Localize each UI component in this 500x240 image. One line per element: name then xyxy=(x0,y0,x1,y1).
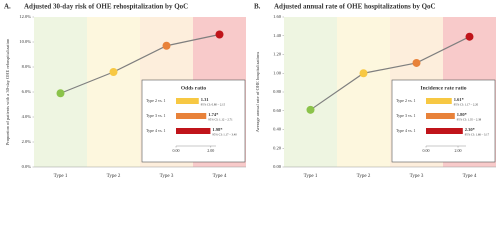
y-tick-label: 1.40 xyxy=(273,33,282,38)
y-tick-label: 0.80 xyxy=(273,89,282,94)
inset-ci-label: 95% CI: 1.35 – 2.38 xyxy=(457,118,482,122)
x-tick-label: Type 2 xyxy=(107,174,121,179)
x-tick-label: Type 3 xyxy=(160,174,174,179)
inset-ci-label: 95% CI: 1.66 – 3.17 xyxy=(465,133,490,137)
inset-value-label: 1.80* xyxy=(457,112,468,117)
x-tick-label: Type 4 xyxy=(463,174,477,179)
inset-title: Odds ratio xyxy=(181,85,206,91)
inset-tick-label: 0.00 xyxy=(173,148,180,153)
point xyxy=(412,58,421,67)
line xyxy=(310,36,470,111)
inset-value-label: 1.61* xyxy=(454,97,465,102)
y-tick-label: 10.0% xyxy=(19,39,31,44)
y-tick-label: 0.0% xyxy=(22,164,32,169)
point xyxy=(465,32,474,41)
inset-ci-label: 95% CI: 1.17 – 2.20 xyxy=(454,103,479,107)
inset-ci-label: 95% CI: 1.12 – 2.71 xyxy=(208,118,233,122)
inset-bar xyxy=(426,113,455,119)
x-tick-label: Type 4 xyxy=(213,174,227,179)
y-tick-label: 12.0% xyxy=(19,14,31,19)
y-axis-label: Proportion of patients with a 30-day OHE… xyxy=(5,38,10,145)
y-tick-label: 1.20 xyxy=(273,52,282,57)
x-tick-label: Type 2 xyxy=(357,174,371,179)
inset-category: Type 3 vs. 1 xyxy=(396,113,416,118)
category-band xyxy=(337,17,390,167)
inset-box xyxy=(391,79,496,163)
y-tick-label: 4.0% xyxy=(22,114,32,119)
point xyxy=(109,68,118,76)
inset-category: Type 3 vs. 1 xyxy=(146,113,166,118)
y-tick-label: 0.40 xyxy=(273,127,282,132)
x-tick-label: Type 3 xyxy=(410,174,424,179)
inset-ci-label: 95% CI: 0.80 – 2.15 xyxy=(201,103,226,107)
inset-value-label: 1.31 xyxy=(201,97,210,102)
y-tick-label: 6.0% xyxy=(22,89,32,94)
inset-tick-label: 2.00 xyxy=(207,148,214,153)
category-band xyxy=(87,17,140,167)
inset-value-label: 2.30* xyxy=(465,127,476,132)
inset-bar xyxy=(176,113,207,119)
point xyxy=(359,69,368,78)
inset-bar xyxy=(176,98,199,104)
panel-label: B. xyxy=(254,3,261,11)
y-tick-label: 2.0% xyxy=(22,139,32,144)
y-tick-label: 0.00 xyxy=(273,164,282,169)
panel-label: A. xyxy=(4,3,11,11)
inset-box xyxy=(141,79,246,163)
inset-title: Incidence rate ratio xyxy=(420,85,466,91)
category-band xyxy=(284,17,337,167)
inset-ci-label: 95% CI: 1.17 – 3.40 xyxy=(212,133,237,137)
y-axis-label: Average annual rate of OHE hospitalizati… xyxy=(255,51,260,132)
inset-bar xyxy=(176,128,211,134)
x-tick-label: Type 1 xyxy=(54,174,68,179)
y-tick-label: 1.00 xyxy=(273,70,282,75)
inset-value-label: 1.98* xyxy=(212,127,223,132)
inset-tick-label: 2.00 xyxy=(455,148,462,153)
point xyxy=(306,105,315,114)
inset-category: Type 2 vs. 1 xyxy=(396,98,416,103)
figure: A. Adjusted 30-day risk of OHE rehospital… xyxy=(4,3,496,179)
inset-tick-label: 0.00 xyxy=(423,148,430,153)
point xyxy=(162,41,171,50)
inset-category: Type 2 vs. 1 xyxy=(146,98,166,103)
inset-category: Type 4 vs. 1 xyxy=(146,128,166,133)
line xyxy=(60,33,220,94)
chart-title: Adjusted annual rate of OHE hospitalizat… xyxy=(274,3,436,11)
inset-category: Type 4 vs. 1 xyxy=(396,128,416,133)
inset-bar xyxy=(426,98,452,104)
y-tick-label: 0.20 xyxy=(273,145,282,150)
x-tick-label: Type 1 xyxy=(304,174,318,179)
point xyxy=(56,89,65,98)
inset-bar xyxy=(426,128,463,134)
y-tick-label: 1.60 xyxy=(273,14,282,19)
y-tick-label: 0.60 xyxy=(273,108,282,113)
point xyxy=(215,30,224,39)
chart-title: Adjusted 30-day risk of OHE rehospitaliz… xyxy=(24,3,188,11)
inset-value-label: 1.74* xyxy=(208,112,219,117)
y-tick-label: 8.0% xyxy=(22,64,32,69)
